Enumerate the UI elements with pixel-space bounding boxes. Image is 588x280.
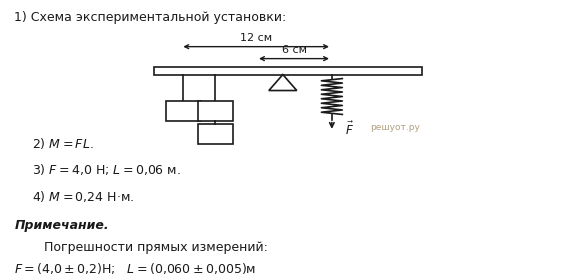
FancyBboxPatch shape	[198, 124, 233, 144]
Polygon shape	[269, 74, 297, 90]
Text: 12 см: 12 см	[240, 33, 272, 43]
FancyBboxPatch shape	[166, 101, 201, 121]
Text: 4) $M = 0{,}24$ Н·м.: 4) $M = 0{,}24$ Н·м.	[32, 189, 134, 204]
Text: 3) $F = 4{,}0$ Н; $L = 0{,}06$ м.: 3) $F = 4{,}0$ Н; $L = 0{,}06$ м.	[32, 162, 181, 177]
Text: $F = (4{,}0 \pm 0{,}2)$Н;   $L = (0{,}060 \pm 0{,}005)$м: $F = (4{,}0 \pm 0{,}2)$Н; $L = (0{,}060 …	[15, 261, 256, 276]
Text: Примечание.: Примечание.	[15, 220, 109, 232]
Text: 6 см: 6 см	[282, 45, 306, 55]
Text: 2) $M = FL.$: 2) $M = FL.$	[32, 136, 93, 151]
Text: Погрешности прямых измерений:: Погрешности прямых измерений:	[44, 241, 268, 254]
FancyBboxPatch shape	[198, 101, 233, 121]
Text: решуот.ру: решуот.ру	[370, 123, 420, 132]
Text: 1) Схема экспериментальной установки:: 1) Схема экспериментальной установки:	[15, 11, 287, 24]
Text: $\vec{F}$: $\vec{F}$	[345, 121, 353, 137]
FancyBboxPatch shape	[154, 67, 422, 74]
